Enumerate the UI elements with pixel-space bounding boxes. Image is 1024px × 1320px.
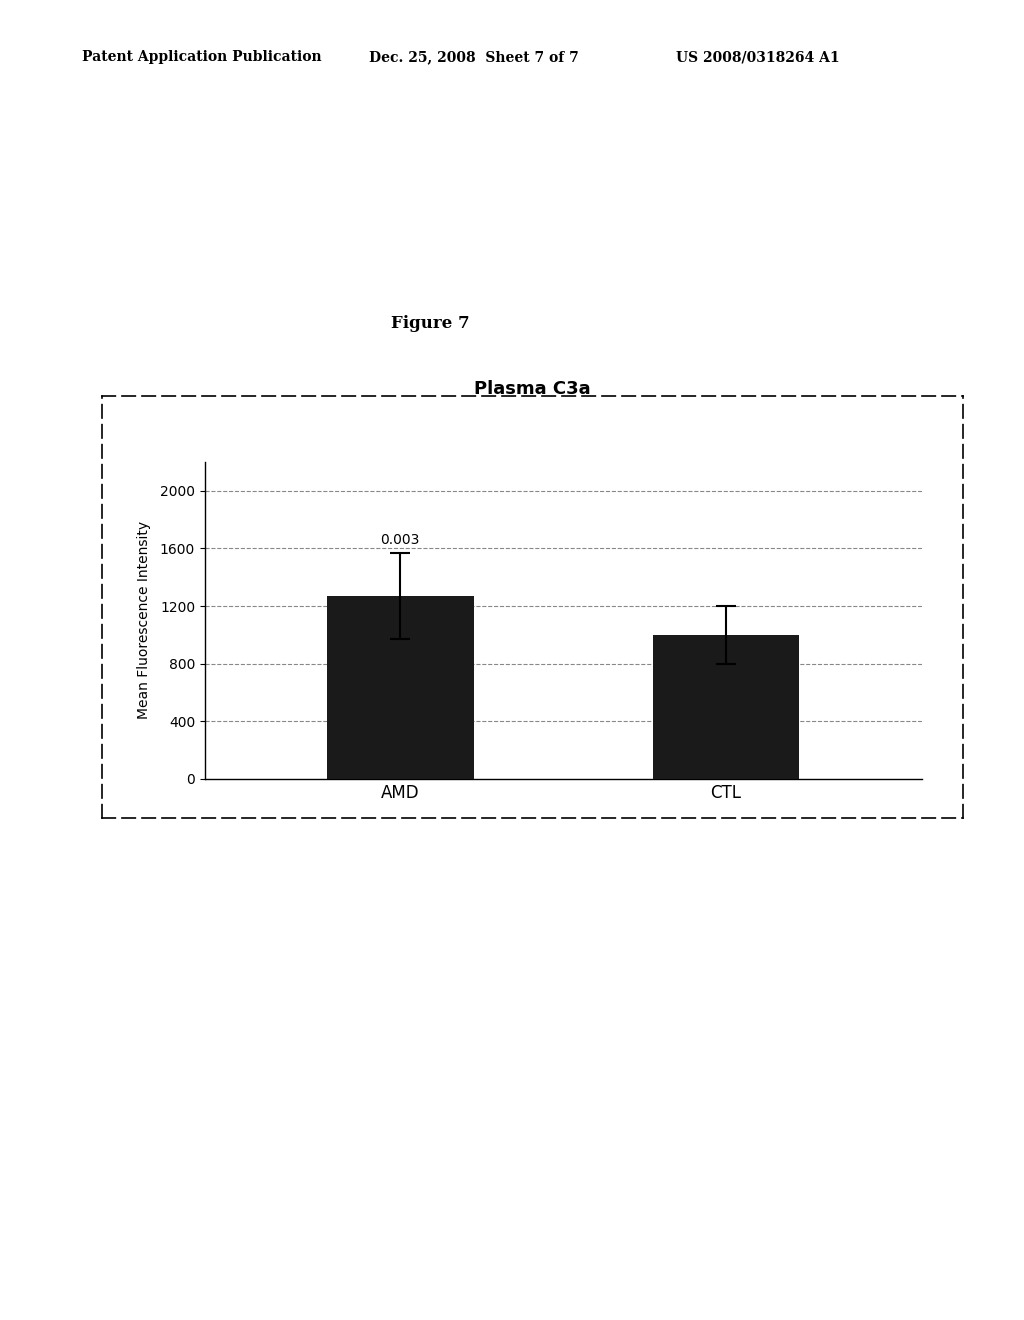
Text: US 2008/0318264 A1: US 2008/0318264 A1 bbox=[676, 50, 840, 65]
Text: Plasma C3a: Plasma C3a bbox=[474, 380, 591, 399]
Text: Patent Application Publication: Patent Application Publication bbox=[82, 50, 322, 65]
Bar bbox=[327, 595, 473, 779]
Text: 0.003: 0.003 bbox=[381, 533, 420, 546]
Text: Figure 7: Figure 7 bbox=[391, 315, 469, 331]
Y-axis label: Mean Fluorescence Intensity: Mean Fluorescence Intensity bbox=[137, 521, 152, 719]
Text: Dec. 25, 2008  Sheet 7 of 7: Dec. 25, 2008 Sheet 7 of 7 bbox=[369, 50, 579, 65]
Bar bbox=[653, 635, 800, 779]
